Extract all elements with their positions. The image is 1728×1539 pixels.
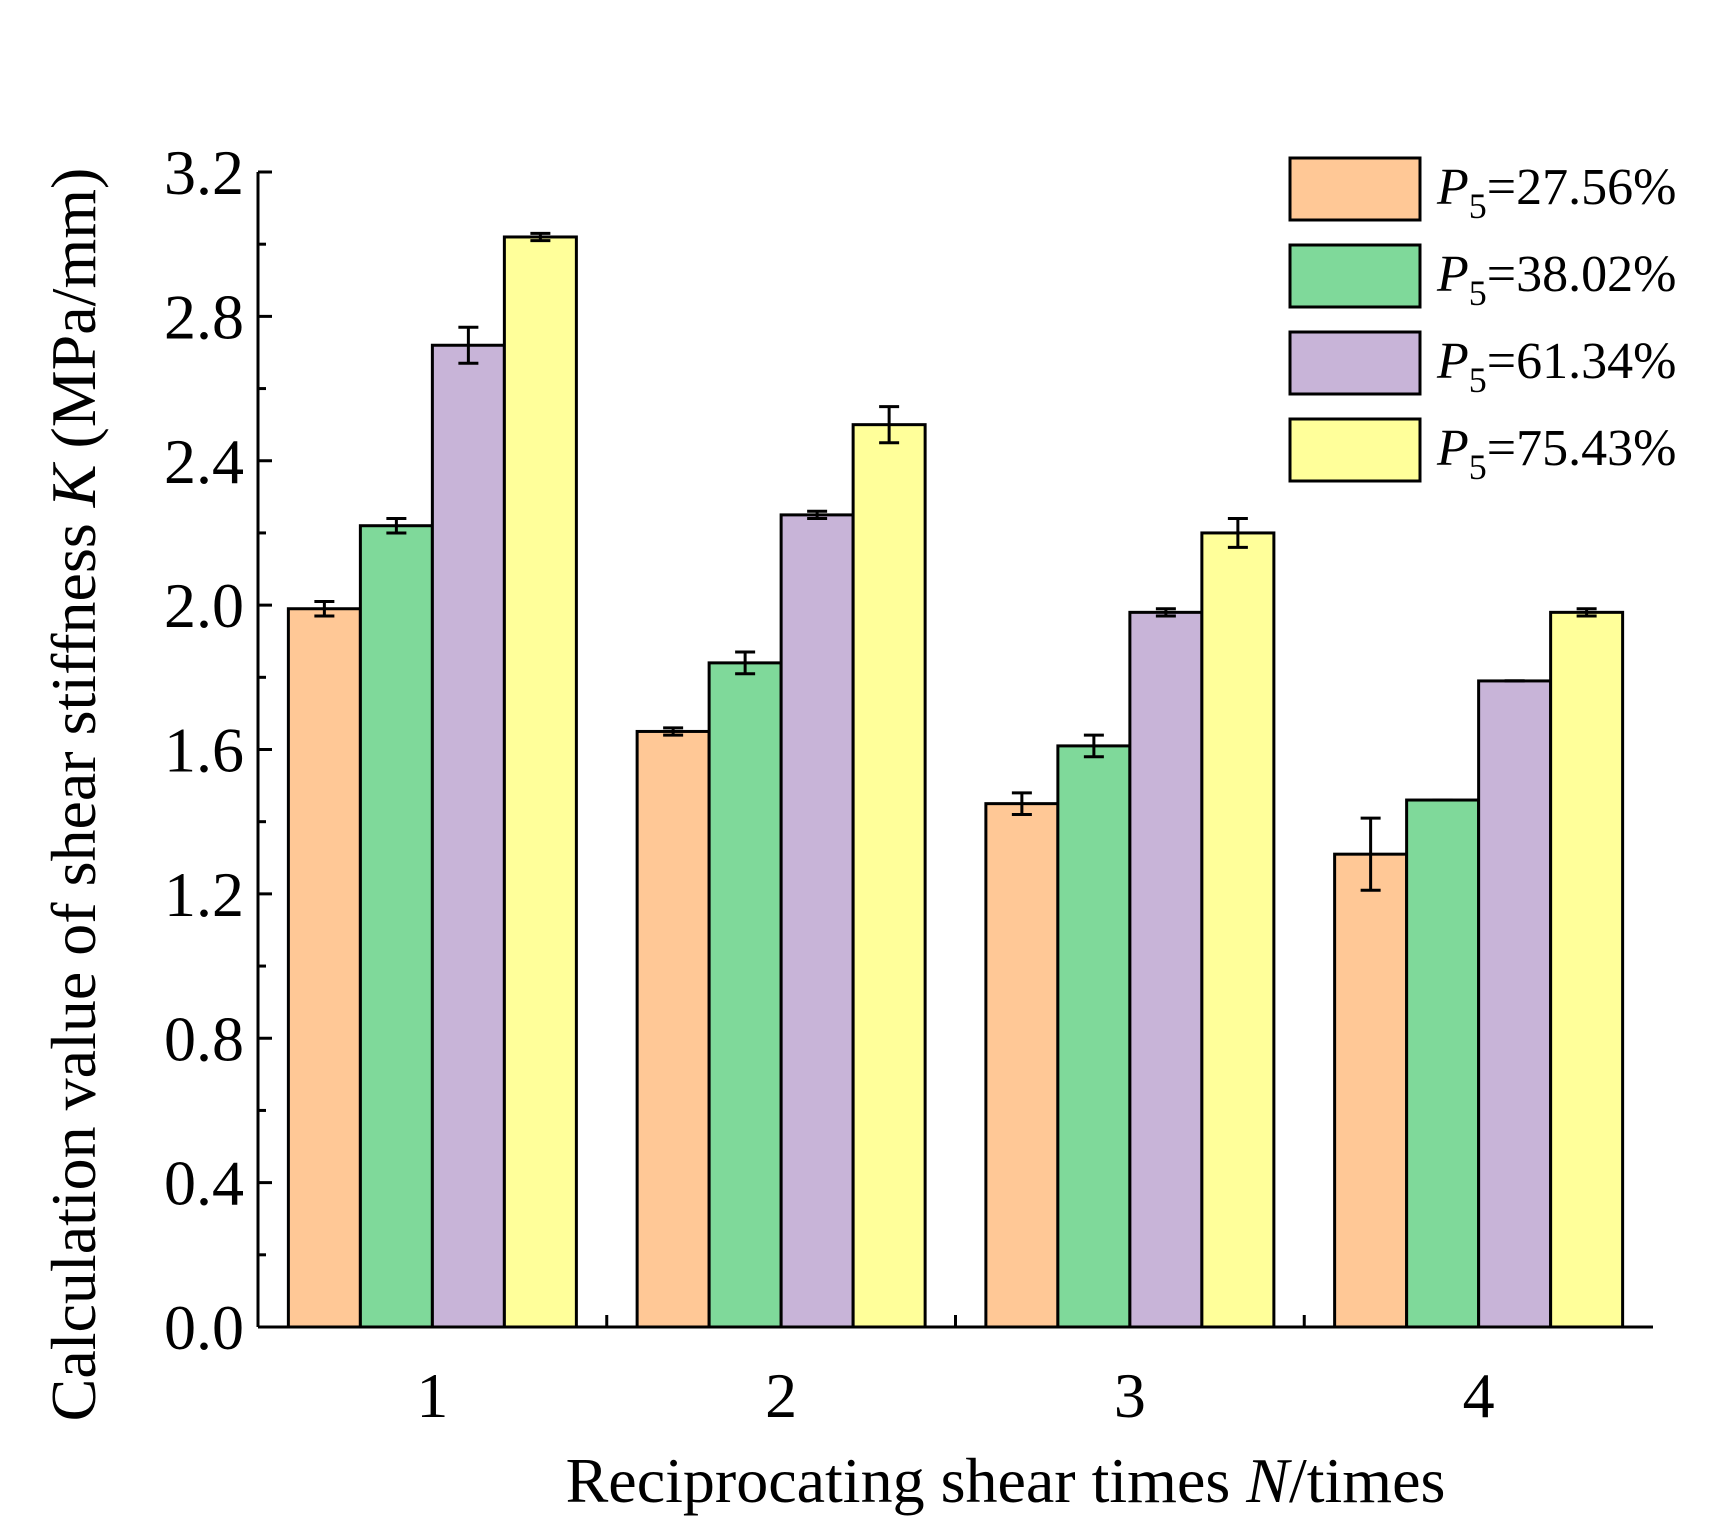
legend-symbol: P: [1436, 159, 1469, 216]
x-tick-label: 4: [1463, 1360, 1495, 1431]
bar: [1333, 852, 1409, 1329]
error-bar: [386, 517, 407, 535]
bar: [358, 524, 434, 1329]
bar: [1128, 610, 1204, 1329]
legend-swatch: [1288, 330, 1422, 396]
error-bar: [663, 726, 684, 737]
y-tick-label: 2.8: [164, 281, 244, 352]
x-axis-title-pre: Reciprocating shear times: [566, 1445, 1247, 1516]
legend-item: P5=27.56%: [1288, 156, 1676, 226]
legend-subscript: 5: [1469, 186, 1487, 226]
x-axis-title-var: N: [1245, 1445, 1292, 1516]
y-tick-label: 0.0: [164, 1292, 244, 1363]
legend-item: P5=38.02%: [1288, 243, 1676, 313]
legend-label: P5=61.34%: [1436, 333, 1676, 400]
legend-item: P5=61.34%: [1288, 330, 1676, 400]
legend-subscript: 5: [1469, 273, 1487, 313]
legend: P5=27.56%P5=38.02%P5=61.34%P5=75.43%: [1288, 156, 1676, 487]
y-tick-label: 2.0: [164, 570, 244, 641]
y-ticks: 0.0 0.4 0.8 1.2 1.6 2.0 2.4 2.8 3.2: [164, 137, 272, 1363]
legend-value: =75.43%: [1487, 420, 1677, 477]
error-bar: [807, 509, 828, 520]
bar: [1405, 798, 1481, 1329]
bar: [635, 729, 711, 1329]
bar: [1200, 531, 1276, 1329]
bar: [779, 513, 855, 1329]
bars-layer: [286, 235, 1625, 1329]
error-bar: [530, 231, 551, 243]
y-tick-label: 2.4: [164, 426, 244, 497]
bar: [707, 661, 783, 1329]
bar: [430, 343, 506, 1329]
x-tick-label: 3: [1114, 1360, 1146, 1431]
legend-label: P5=38.02%: [1436, 246, 1676, 313]
y-tick-label: 0.8: [164, 1003, 244, 1074]
bar: [1056, 744, 1132, 1329]
legend-symbol: P: [1436, 246, 1469, 303]
legend-item: P5=75.43%: [1288, 417, 1676, 487]
error-bar: [1011, 791, 1032, 816]
legend-value: =61.34%: [1487, 333, 1677, 390]
error-bar: [735, 650, 756, 676]
error-bar: [1576, 607, 1597, 618]
error-bar: [314, 600, 335, 618]
legend-value: =27.56%: [1487, 159, 1677, 216]
bar: [502, 235, 578, 1329]
error-bar: [1360, 816, 1381, 892]
bar: [286, 607, 362, 1329]
error-bar: [1155, 607, 1176, 618]
legend-symbol: P: [1436, 420, 1469, 477]
bar: [851, 423, 927, 1329]
bar: [984, 802, 1060, 1329]
legend-swatch: [1288, 417, 1422, 483]
y-axis-title-pre: Calculation value of shear stiffness: [38, 507, 109, 1421]
error-bar: [458, 325, 479, 365]
error-bar: [879, 405, 900, 445]
legend-swatch: [1288, 156, 1422, 222]
x-tick-label: 1: [416, 1360, 448, 1431]
x-ticks: 1 2 3 4: [416, 1315, 1495, 1431]
y-axis-title: Calculation value of shear stiffness K (…: [38, 168, 109, 1422]
y-tick-label: 3.2: [164, 137, 244, 208]
legend-symbol: P: [1436, 333, 1469, 390]
y-tick-label: 0.4: [164, 1148, 244, 1219]
x-axis-title-post: /times: [1289, 1445, 1445, 1516]
x-tick-label: 2: [765, 1360, 797, 1431]
legend-swatch: [1288, 243, 1422, 309]
x-axis-title: Reciprocating shear times N/times: [566, 1445, 1446, 1516]
legend-subscript: 5: [1469, 447, 1487, 487]
y-axis-title-post: (MPa/mm): [38, 168, 109, 465]
bar: [1549, 610, 1625, 1329]
y-axis-title-var: K: [38, 461, 109, 508]
errorbars-layer: [314, 231, 1597, 892]
legend-value: =38.02%: [1487, 246, 1677, 303]
error-bar: [1227, 517, 1248, 549]
legend-label: P5=75.43%: [1436, 420, 1676, 487]
legend-label: P5=27.56%: [1436, 159, 1676, 226]
y-tick-label: 1.2: [164, 859, 244, 930]
error-bar: [1083, 733, 1104, 759]
bar: [1477, 679, 1553, 1329]
legend-subscript: 5: [1469, 360, 1487, 400]
y-tick-label: 1.6: [164, 715, 244, 786]
